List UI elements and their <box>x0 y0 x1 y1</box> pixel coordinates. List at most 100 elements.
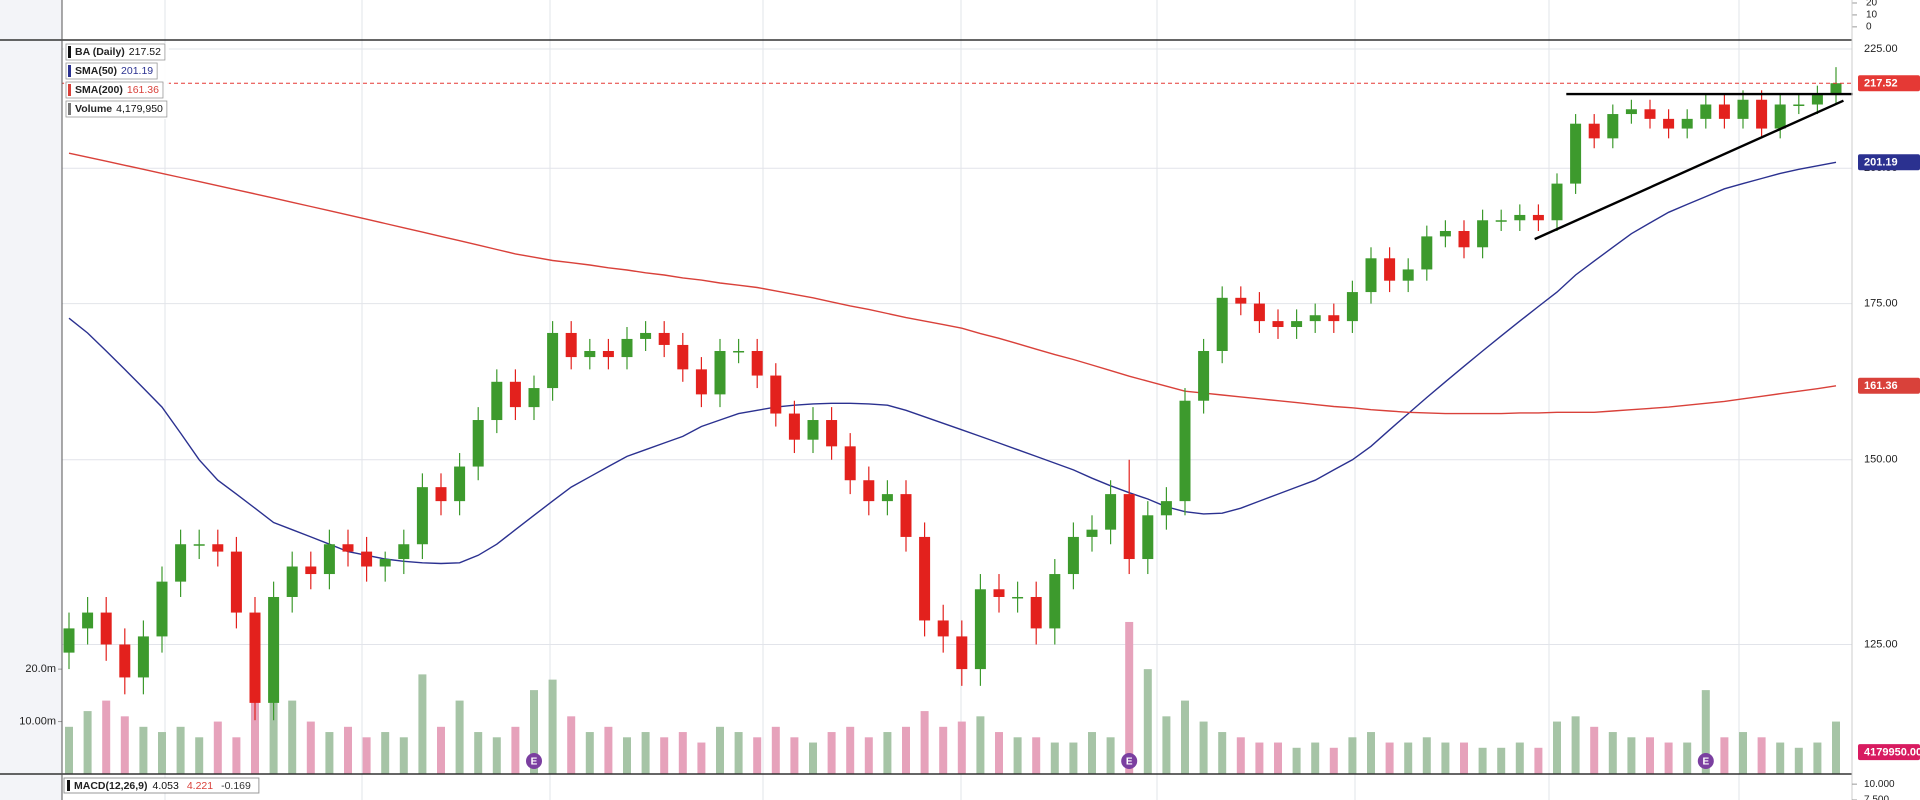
volume-bar <box>1441 742 1450 774</box>
volume-bar <box>716 726 724 774</box>
candle-body <box>733 350 745 353</box>
candle-body <box>472 420 484 467</box>
volume-bar <box>1460 742 1468 774</box>
candle-body <box>1328 315 1340 322</box>
sma-value-label: 161.36 <box>1864 380 1898 392</box>
volume-bar <box>957 721 966 774</box>
legend-name: Volume <box>75 103 112 115</box>
legend-swatch <box>68 65 71 77</box>
earnings-marker <box>526 753 542 769</box>
sma-value-label-box <box>1858 154 1920 171</box>
volume-bar <box>1199 721 1208 774</box>
candle-body <box>1607 114 1619 139</box>
candle-body <box>863 480 875 502</box>
volume-bar <box>381 732 390 774</box>
volume-bar <box>83 711 92 774</box>
candle-body <box>658 332 670 345</box>
candle-body <box>1179 400 1191 502</box>
sma-line <box>68 152 1837 415</box>
volume-bar <box>1274 742 1282 774</box>
candle-body <box>714 350 726 395</box>
volume-bar <box>1776 742 1785 774</box>
macd-tick-label: 7.500 <box>1864 795 1889 800</box>
candle-body <box>435 487 447 502</box>
y-tick-label: 225.00 <box>1864 43 1898 55</box>
volume-bar <box>846 726 855 774</box>
legend-row-box <box>65 81 164 99</box>
legend-value: 201.19 <box>121 65 153 77</box>
candle-body <box>1439 230 1451 237</box>
volume-bar <box>1608 732 1617 774</box>
volume-bar <box>1143 669 1152 774</box>
candle-body <box>770 375 782 414</box>
candle-body <box>1458 230 1470 248</box>
volume-bar <box>809 742 817 774</box>
volume-value-label: 4179950.00 <box>1864 746 1920 758</box>
volume-bar <box>437 726 445 774</box>
candle-body <box>398 544 410 560</box>
legend-swatch <box>68 103 71 115</box>
volume-bar <box>1534 747 1543 774</box>
volume-bar <box>1106 737 1115 774</box>
candle-body <box>1309 315 1321 322</box>
candle-body <box>119 644 131 678</box>
legend-value: 217.52 <box>129 46 161 58</box>
volume-bar <box>1646 737 1654 774</box>
volume-bar <box>1757 737 1766 774</box>
candle-body <box>1012 596 1024 599</box>
candle-body <box>974 589 986 670</box>
candle-body <box>640 332 652 339</box>
legend-value: 161.36 <box>127 84 159 96</box>
macd-legend-box <box>63 777 260 794</box>
volume-bar <box>864 737 873 774</box>
candle-body <box>1272 321 1284 328</box>
earnings-label: E <box>1702 757 1709 768</box>
volume-bar <box>65 726 73 774</box>
last-price-label-box <box>1858 75 1920 92</box>
candle-body <box>1551 183 1563 221</box>
candle-body <box>491 381 503 421</box>
volume-bar <box>1050 742 1059 774</box>
volume-bar <box>1553 721 1561 774</box>
volume-bar <box>1236 737 1245 774</box>
legend-name: BA (Daily) <box>75 46 125 58</box>
legend-value: 4,179,950 <box>116 103 163 115</box>
volume-bar <box>753 737 762 774</box>
volume-bar <box>976 716 985 774</box>
top-pane-tick-label: 10 <box>1866 10 1878 21</box>
volume-bar <box>530 690 538 774</box>
volume-bar <box>325 732 334 774</box>
volume-bar <box>492 737 501 774</box>
candle-body <box>1625 109 1637 115</box>
volume-bar <box>102 700 111 774</box>
candle-body <box>584 350 596 358</box>
legend: BA (Daily) 217.52 SMA(50) 201.19 SMA(200) 161… <box>64 43 169 119</box>
candle-body <box>900 494 912 537</box>
volume-bar <box>455 700 464 774</box>
candle-body <box>1421 236 1433 270</box>
volume-bar <box>418 674 427 774</box>
candle-body <box>1811 95 1823 105</box>
candle-body <box>1384 258 1396 281</box>
volume-bar <box>1515 742 1524 774</box>
candle-body <box>1681 118 1693 129</box>
candle-body <box>1030 596 1042 629</box>
candle-body <box>286 566 298 597</box>
legend-row-box <box>65 100 168 118</box>
candle-body <box>137 636 149 678</box>
candle-body <box>844 446 856 481</box>
candle-body <box>1477 220 1489 248</box>
candle-body <box>1718 104 1730 119</box>
volume-bar <box>790 737 799 774</box>
volume-bar <box>1664 742 1673 774</box>
volume-bar <box>474 732 483 774</box>
candle-body <box>509 381 521 408</box>
volume-bar <box>1162 716 1171 774</box>
volume-bar <box>120 716 129 774</box>
candle-body <box>621 338 633 358</box>
candle-body <box>826 420 838 447</box>
volume-bar <box>641 732 650 774</box>
top-pane-tick-label: 0 <box>1866 22 1872 33</box>
